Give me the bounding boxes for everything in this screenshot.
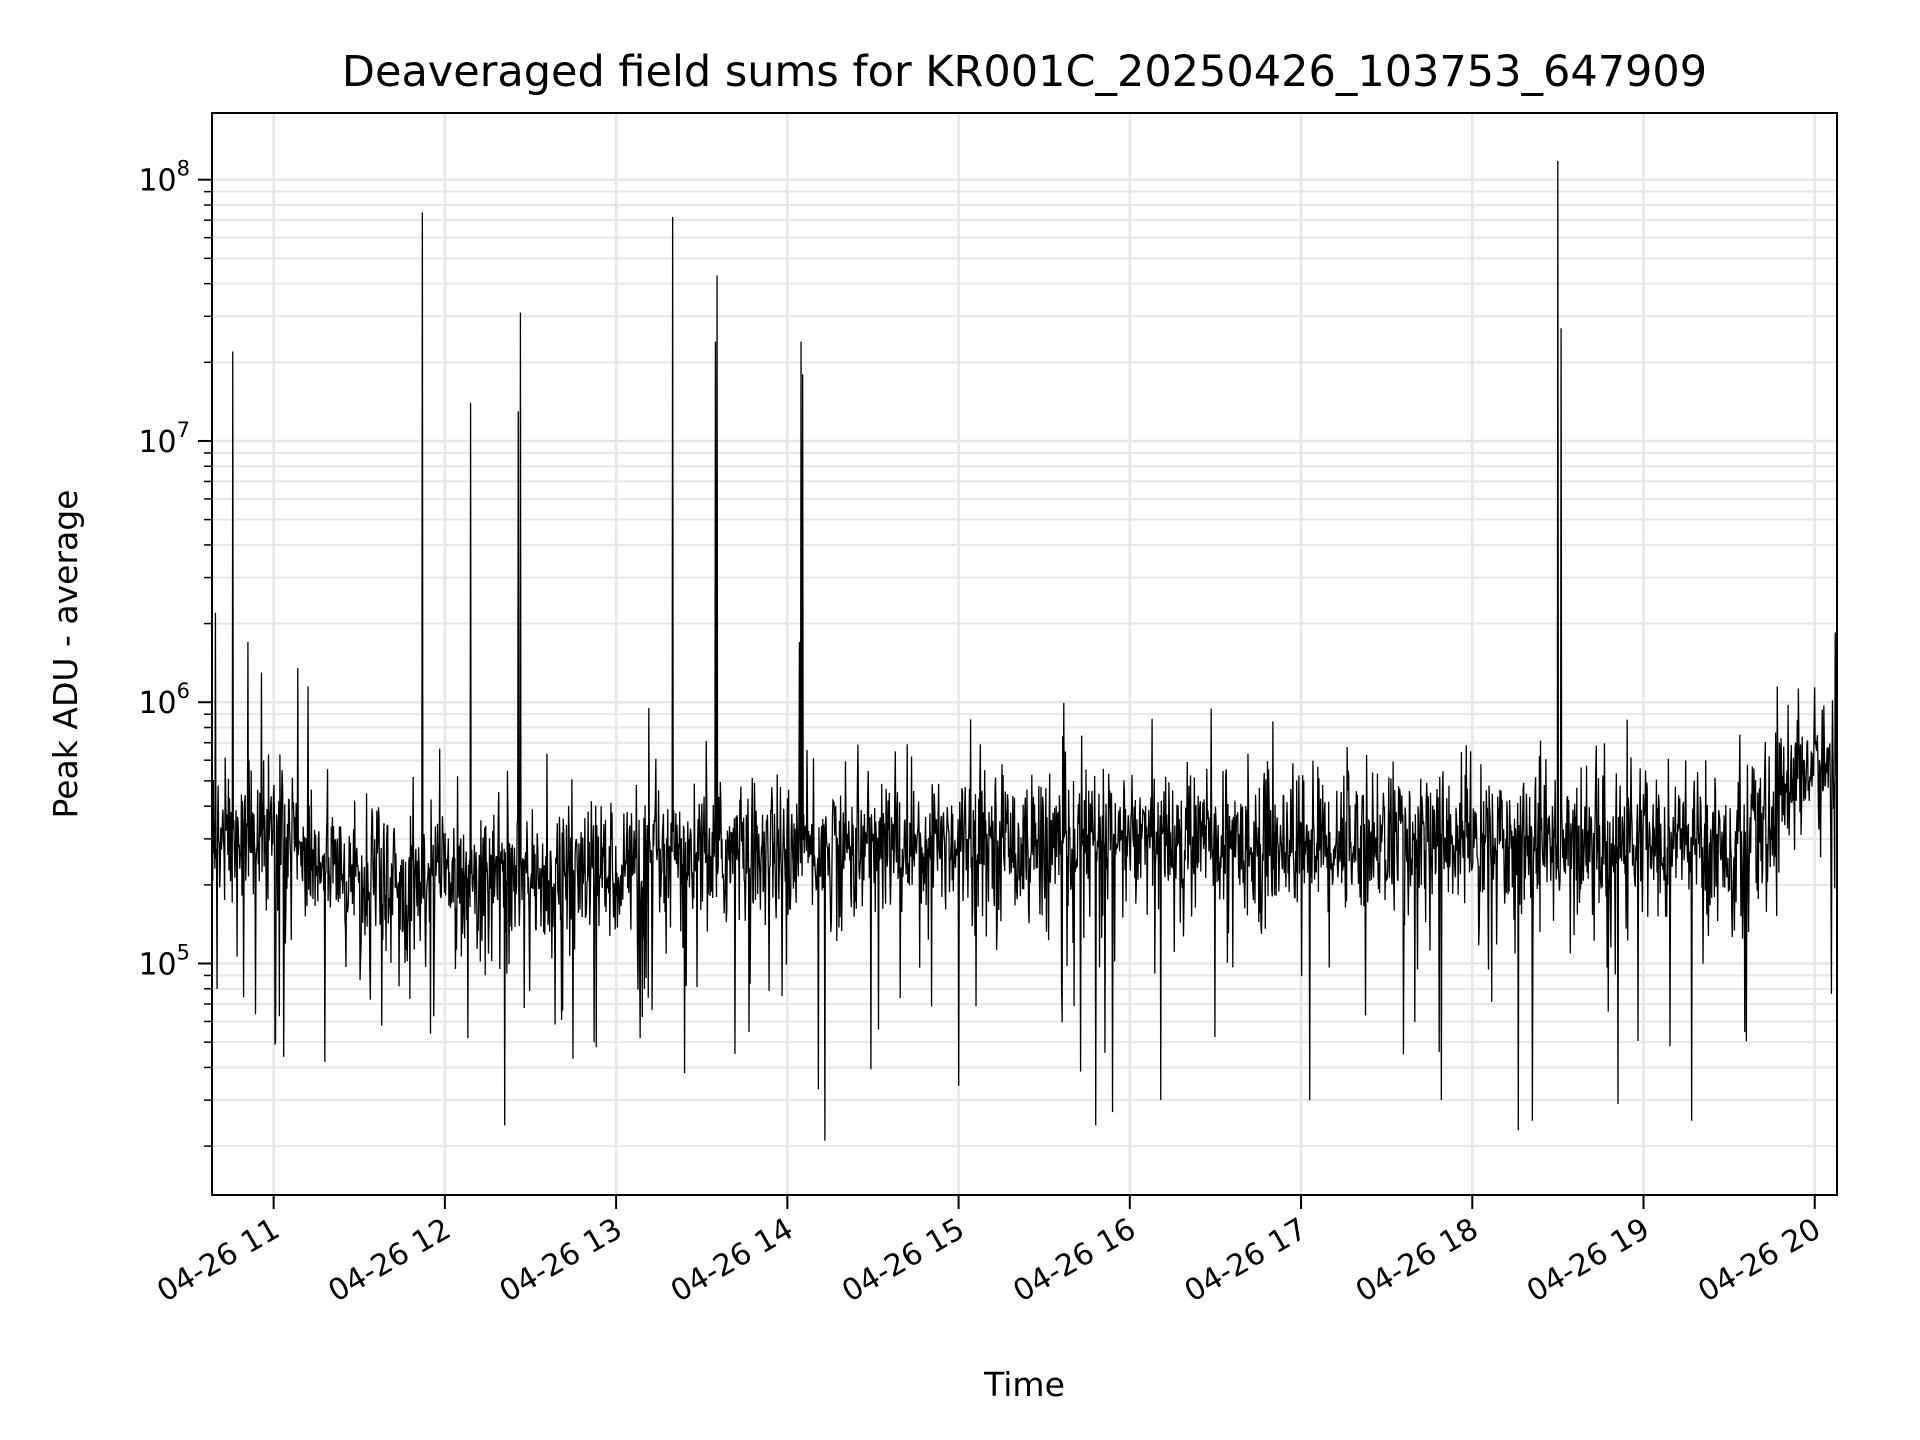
- y-axis: 105 106 107 108: [138, 157, 212, 1147]
- data-series: [211, 160, 1838, 1141]
- x-axis-title: Time: [983, 1365, 1065, 1404]
- series-line: [211, 160, 1838, 1141]
- chart-title: Deaveraged field sums for KR001C_2025042…: [342, 47, 1707, 97]
- y-axis-title: Peak ADU - average: [46, 490, 85, 819]
- y-tick-label: 105: [138, 941, 190, 983]
- plot-frame: [211, 112, 1838, 1196]
- major-gridlines: [212, 113, 1837, 1195]
- y-tick-label: 106: [138, 679, 190, 721]
- y-tick-label: 107: [138, 418, 190, 460]
- y-tick-label: 108: [138, 157, 190, 199]
